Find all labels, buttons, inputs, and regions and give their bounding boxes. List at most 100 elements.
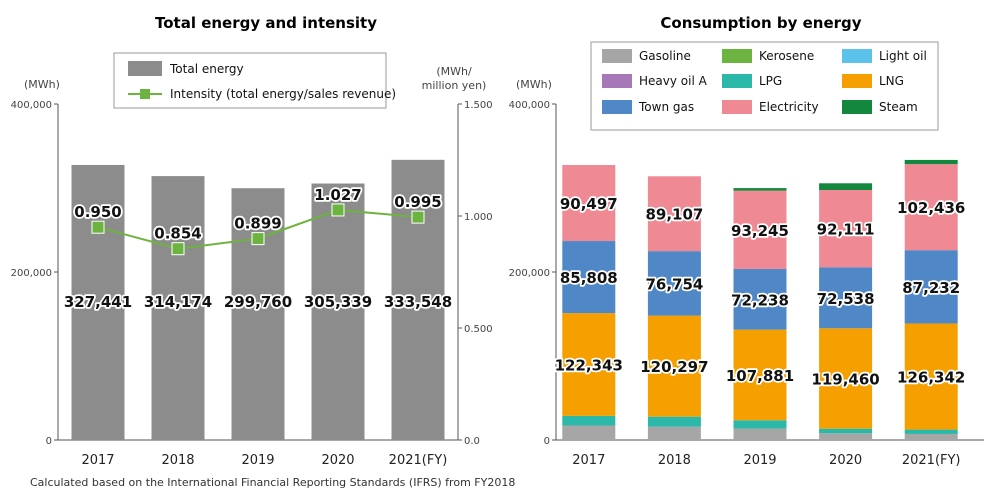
left-x-tick-2017: 2017 — [81, 453, 114, 468]
intensity-point-2019 — [251, 232, 265, 246]
right-y-tick-label: 200,000 — [509, 268, 550, 279]
total-energy-value-2020: 305,339 — [304, 293, 372, 311]
left-y2-tick-label: 0.500 — [464, 324, 493, 335]
left-y-tick-label: 200,000 — [11, 268, 52, 279]
legend-swatch-lng — [842, 74, 872, 88]
segment-steam-2019 — [733, 188, 787, 191]
segment-town-gas-2017 — [562, 241, 616, 314]
value-electricity-2020: 92,111 — [817, 221, 875, 239]
segment-lpg-2019 — [733, 420, 787, 429]
left-y2-tick-label: 1.000 — [464, 212, 493, 223]
segment-gasoline-2021 — [904, 433, 958, 440]
legend-swatch-electricity — [722, 100, 752, 114]
right-x-tick-2019: 2019 — [743, 453, 776, 468]
left-legend: Total energy Intensity (total energy/sal… — [113, 52, 396, 109]
left-y-tick-label: 400,000 — [11, 100, 52, 111]
segment-lpg-2021 — [904, 429, 958, 434]
segment-town-gas-2019 — [733, 268, 787, 330]
left-x-tick-2019: 2019 — [241, 453, 274, 468]
left-y2-tick-label: 1.500 — [464, 100, 493, 111]
value-town-gas-2020: 72,538 — [817, 290, 875, 308]
left-y-unit: (MWh) — [24, 78, 60, 91]
intensity-point-2020 — [331, 203, 345, 217]
right-y-unit: (MWh) — [516, 78, 552, 91]
legend-label-lng: LNG — [879, 74, 904, 88]
legend-label-town-gas: Town gas — [638, 100, 694, 114]
left-chart-title: Total energy and intensity — [155, 14, 377, 32]
intensity-point-2018 — [171, 242, 185, 256]
value-town-gas-2017: 85,808 — [560, 269, 618, 287]
legend-swatch-gasoline — [602, 49, 632, 63]
segment-town-gas-2021 — [904, 250, 958, 324]
segment-electricity-2019 — [733, 190, 787, 269]
right-legend-box — [590, 41, 939, 131]
value-electricity-2018: 89,107 — [645, 206, 703, 224]
value-town-gas-2018: 76,754 — [645, 275, 703, 293]
footnote: Calculated based on the International Fi… — [30, 476, 515, 489]
legend-label-heavy-oil-a: Heavy oil A — [639, 74, 708, 88]
left-x-tick-2020: 2020 — [321, 453, 354, 468]
intensity-point-2021 — [411, 210, 425, 224]
left-x-tick-2021: 2021(FY) — [389, 453, 448, 468]
legend-intensity-label: Intensity (total energy/sales revenue) — [170, 87, 396, 101]
segment-town-gas-2018 — [647, 251, 701, 316]
intensity-value-2020: 1.027 — [314, 186, 361, 204]
segment-lng-2019 — [733, 329, 787, 421]
value-town-gas-2019: 72,238 — [731, 291, 789, 309]
left-y2-unit-line2: million yen) — [422, 79, 487, 92]
value-lng-2018: 120,297 — [640, 358, 708, 376]
legend-swatch-steam — [842, 100, 872, 114]
right-x-tick-2018: 2018 — [658, 453, 691, 468]
left-x-tick-2018: 2018 — [161, 453, 194, 468]
legend-swatch-town-gas — [602, 100, 632, 114]
left-y2-tick-label: 0.0 — [464, 436, 480, 447]
value-town-gas-2021: 87,232 — [902, 279, 960, 297]
segment-gasoline-2017 — [562, 425, 616, 440]
intensity-value-2021: 0.995 — [394, 193, 441, 211]
right-x-tick-2020: 2020 — [829, 453, 862, 468]
segment-lpg-2020 — [819, 428, 873, 434]
value-electricity-2017: 90,497 — [560, 195, 618, 213]
total-energy-bar-2020 — [311, 183, 365, 440]
legend-swatch-heavy-oil-a — [602, 74, 632, 88]
segment-lpg-2017 — [562, 415, 616, 426]
segment-lng-2018 — [647, 315, 701, 417]
segment-lng-2017 — [562, 313, 616, 416]
legend-intensity-marker — [140, 89, 150, 99]
left-plot-area: 400,000 200,000 0 1.500 1.000 0.500 0.0 2017 327… — [11, 100, 493, 468]
total-energy-bar-2019 — [231, 188, 285, 440]
legend-swatch-kerosene — [722, 49, 752, 63]
value-electricity-2021: 102,436 — [897, 199, 965, 217]
segment-steam-2021 — [904, 159, 958, 165]
value-lng-2020: 119,460 — [811, 370, 879, 388]
segment-electricity-2021 — [904, 164, 958, 251]
segment-electricity-2018 — [647, 176, 701, 252]
total-energy-value-2021: 333,548 — [384, 293, 452, 311]
left-y-tick-label: 0 — [46, 436, 52, 447]
legend-label-electricity: Electricity — [759, 100, 819, 114]
legend-label-light-oil: Light oil — [879, 49, 927, 63]
segment-electricity-2020 — [819, 190, 873, 268]
right-y-tick-label: 400,000 — [509, 100, 550, 111]
legend-label-kerosene: Kerosene — [759, 49, 814, 63]
intensity-value-2018: 0.854 — [154, 225, 201, 243]
total-energy-bar-2018 — [151, 176, 205, 440]
intensity-point-2017 — [91, 220, 105, 234]
total-energy-bar-2021 — [391, 159, 445, 440]
right-y-tick-label: 0 — [544, 436, 550, 447]
intensity-value-2017: 0.950 — [74, 203, 121, 221]
segment-town-gas-2020 — [819, 267, 873, 329]
segment-lng-2021 — [904, 323, 958, 430]
total-energy-value-2018: 314,174 — [144, 293, 212, 311]
legend-swatch-lpg — [722, 74, 752, 88]
right-legend: Gasoline Kerosene Light oil Heavy oil A LPG L… — [590, 41, 939, 131]
segment-electricity-2017 — [562, 165, 616, 242]
right-x-tick-2021: 2021(FY) — [902, 453, 961, 468]
legend-total-energy-label: Total energy — [169, 62, 244, 76]
right-x-tick-2017: 2017 — [572, 453, 605, 468]
legend-label-steam: Steam — [879, 100, 918, 114]
segment-lpg-2018 — [647, 416, 701, 427]
right-plot-area: 400,000 200,000 0 122,343 85,808 90,497 2017 12… — [509, 100, 984, 468]
right-chart-title: Consumption by energy — [660, 14, 861, 32]
segment-gasoline-2018 — [647, 426, 701, 440]
